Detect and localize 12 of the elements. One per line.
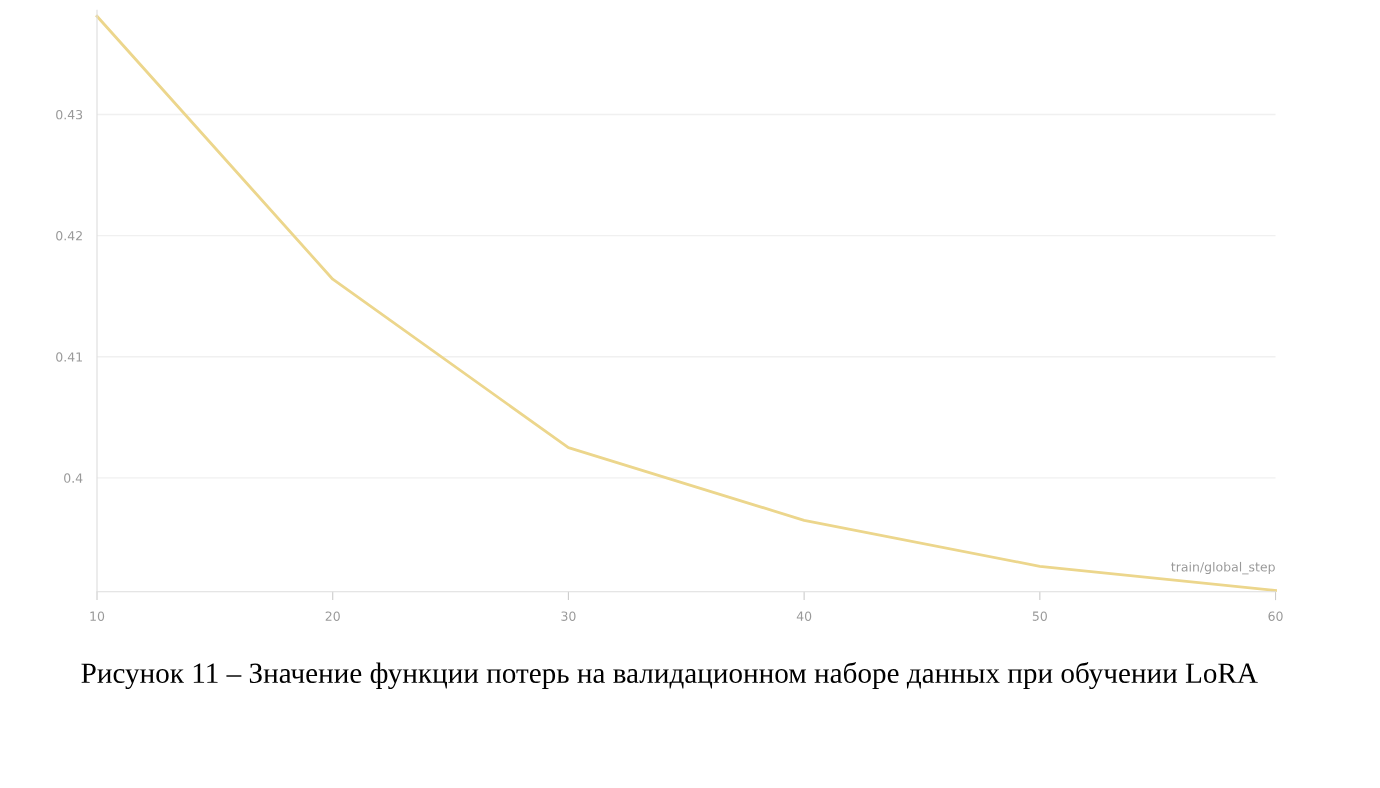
y-tick-label: 0.43 (56, 109, 83, 120)
x-tick-label: 40 (796, 611, 812, 621)
y-tick-label: 0.42 (56, 231, 82, 241)
x-axis-title: train/global_step (1171, 561, 1275, 575)
x-tick-label: 10 (90, 611, 105, 621)
x-tick-label: 20 (325, 611, 340, 621)
x-tick-label: 60 (1268, 611, 1283, 621)
text: Рисунок 11 – Значение функции потерь на валидационном наборе данных при обучении LoRA (81, 661, 1258, 690)
y-tick-label: 0.4 (64, 473, 83, 483)
x-tick-label: 50 (1032, 611, 1047, 621)
x-tick-label: 30 (561, 611, 576, 621)
y-tick-label: 0.41 (56, 352, 82, 362)
